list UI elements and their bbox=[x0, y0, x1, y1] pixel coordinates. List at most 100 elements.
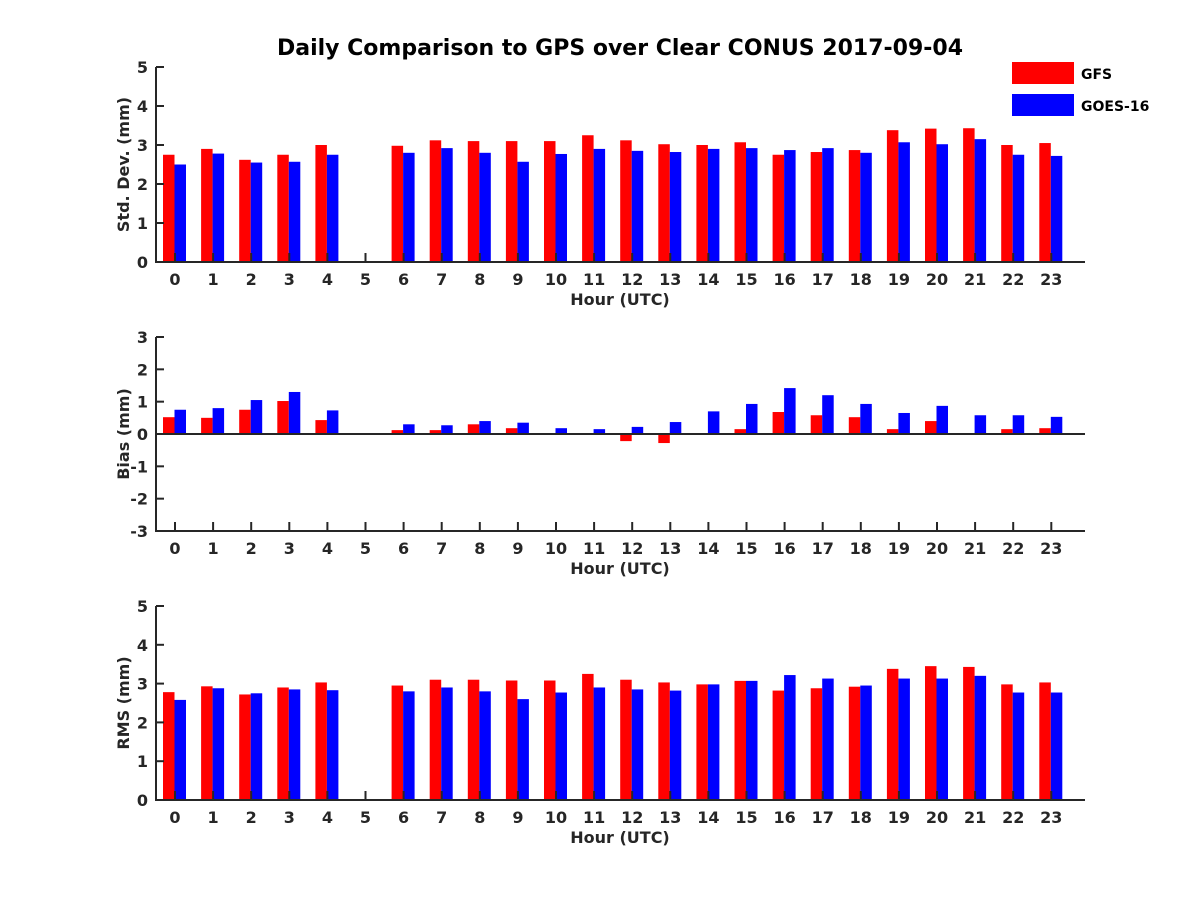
legend-swatch-gfs bbox=[1012, 62, 1074, 84]
y-tick-label-std: 4 bbox=[137, 97, 148, 116]
bar-bias-goes16-hour-6 bbox=[403, 424, 415, 434]
bar-rms-goes16-hour-6 bbox=[403, 691, 415, 800]
x-tick-label-rms: 23 bbox=[1040, 808, 1062, 827]
x-tick-label-rms: 22 bbox=[1002, 808, 1024, 827]
bar-bias-goes16-hour-2 bbox=[250, 400, 263, 434]
bar-bias-gfs-hour-17 bbox=[810, 415, 823, 434]
bar-std-goes16-hour-8 bbox=[479, 152, 491, 262]
x-tick-label-bias: 11 bbox=[583, 539, 605, 558]
bar-bias-gfs-hour-9 bbox=[505, 428, 518, 434]
bar-bias-gfs-hour-0 bbox=[163, 417, 175, 434]
bar-rms-gfs-hour-6 bbox=[391, 685, 404, 800]
bar-std-goes16-hour-2 bbox=[250, 162, 263, 262]
bar-rms-goes16-hour-4 bbox=[326, 690, 339, 800]
bar-std-gfs-hour-3 bbox=[277, 154, 289, 262]
y-tick-label-bias: 3 bbox=[137, 328, 148, 347]
bar-rms-gfs-hour-4 bbox=[315, 682, 327, 800]
x-tick-label-rms: 5 bbox=[360, 808, 371, 827]
x-tick-label-bias: 19 bbox=[888, 539, 910, 558]
x-tick-label-std: 17 bbox=[812, 270, 834, 289]
x-tick-label-bias: 3 bbox=[284, 539, 295, 558]
x-tick-label-std: 10 bbox=[545, 270, 567, 289]
bar-std-goes16-hour-4 bbox=[326, 154, 339, 262]
bar-std-gfs-hour-13 bbox=[658, 144, 670, 262]
bar-rms-goes16-hour-0 bbox=[174, 699, 186, 800]
x-tick-label-bias: 13 bbox=[659, 539, 681, 558]
y-axis-label-std: Std. Dev. (mm) bbox=[114, 97, 133, 232]
chart-title: Daily Comparison to GPS over Clear CONUS… bbox=[277, 36, 963, 61]
x-tick-label-std: 8 bbox=[474, 270, 485, 289]
bar-rms-gfs-hour-18 bbox=[848, 686, 861, 800]
bar-rms-gfs-hour-7 bbox=[429, 679, 442, 800]
bar-bias-goes16-hour-4 bbox=[326, 410, 339, 434]
bar-std-gfs-hour-21 bbox=[963, 128, 975, 262]
bar-std-goes16-hour-22 bbox=[1012, 154, 1025, 262]
x-tick-label-bias: 9 bbox=[512, 539, 523, 558]
x-tick-label-std: 12 bbox=[621, 270, 643, 289]
x-tick-label-std: 20 bbox=[926, 270, 948, 289]
x-tick-label-std: 14 bbox=[697, 270, 719, 289]
bar-std-goes16-hour-19 bbox=[898, 142, 910, 262]
x-tick-label-rms: 18 bbox=[850, 808, 872, 827]
x-tick-label-bias: 15 bbox=[735, 539, 757, 558]
bar-std-goes16-hour-12 bbox=[631, 150, 644, 262]
x-tick-label-rms: 14 bbox=[697, 808, 719, 827]
bar-std-gfs-hour-0 bbox=[163, 154, 175, 262]
bar-std-goes16-hour-17 bbox=[822, 148, 834, 262]
bar-bias-gfs-hour-16 bbox=[772, 412, 785, 434]
y-axis-label-rms: RMS (mm) bbox=[114, 656, 133, 749]
y-tick-label-bias: 1 bbox=[137, 393, 148, 412]
x-tick-label-rms: 6 bbox=[398, 808, 409, 827]
bar-rms-goes16-hour-13 bbox=[669, 690, 682, 800]
x-tick-label-bias: 2 bbox=[246, 539, 257, 558]
bar-rms-gfs-hour-21 bbox=[963, 666, 975, 800]
x-tick-label-std: 19 bbox=[888, 270, 910, 289]
x-tick-label-bias: 17 bbox=[812, 539, 834, 558]
bar-bias-gfs-hour-12 bbox=[620, 434, 632, 442]
bar-rms-goes16-hour-8 bbox=[479, 691, 491, 800]
x-tick-label-std: 9 bbox=[512, 270, 523, 289]
y-tick-label-rms: 0 bbox=[137, 791, 148, 810]
bar-bias-goes16-hour-19 bbox=[898, 412, 910, 434]
bar-std-goes16-hour-11 bbox=[593, 148, 606, 262]
bar-std-gfs-hour-19 bbox=[886, 130, 899, 262]
x-tick-label-rms: 19 bbox=[888, 808, 910, 827]
x-tick-label-rms: 1 bbox=[208, 808, 219, 827]
bar-rms-gfs-hour-10 bbox=[544, 680, 556, 800]
bar-rms-gfs-hour-15 bbox=[734, 680, 746, 800]
bar-std-gfs-hour-18 bbox=[848, 150, 861, 262]
bar-rms-gfs-hour-8 bbox=[467, 679, 480, 800]
bar-std-gfs-hour-23 bbox=[1039, 143, 1051, 262]
bar-std-goes16-hour-1 bbox=[212, 153, 225, 262]
bar-bias-gfs-hour-7 bbox=[429, 430, 442, 434]
bar-rms-goes16-hour-2 bbox=[250, 693, 263, 800]
x-tick-label-rms: 16 bbox=[773, 808, 795, 827]
x-tick-label-bias: 12 bbox=[621, 539, 643, 558]
bar-std-gfs-hour-8 bbox=[467, 141, 480, 262]
x-tick-label-rms: 3 bbox=[284, 808, 295, 827]
bar-std-gfs-hour-17 bbox=[810, 152, 823, 262]
x-tick-label-std: 3 bbox=[284, 270, 295, 289]
bar-bias-gfs-hour-1 bbox=[201, 417, 213, 434]
bar-bias-goes16-hour-11 bbox=[593, 429, 606, 434]
x-tick-label-std: 2 bbox=[246, 270, 257, 289]
bar-std-goes16-hour-9 bbox=[517, 161, 529, 262]
bar-rms-gfs-hour-20 bbox=[925, 666, 937, 800]
bar-bias-gfs-hour-2 bbox=[239, 409, 251, 434]
x-tick-label-rms: 8 bbox=[474, 808, 485, 827]
y-tick-label-bias: -3 bbox=[130, 522, 148, 541]
x-tick-label-rms: 15 bbox=[735, 808, 757, 827]
y-tick-label-std: 0 bbox=[137, 253, 148, 272]
bar-rms-goes16-hour-16 bbox=[784, 675, 796, 800]
bar-bias-goes16-hour-3 bbox=[288, 391, 301, 434]
bar-rms-gfs-hour-14 bbox=[696, 684, 708, 800]
bar-bias-goes16-hour-1 bbox=[212, 408, 225, 434]
bar-std-goes16-hour-20 bbox=[936, 144, 948, 262]
bar-bias-gfs-hour-13 bbox=[658, 434, 670, 444]
bar-rms-gfs-hour-3 bbox=[277, 687, 289, 800]
x-tick-label-bias: 8 bbox=[474, 539, 485, 558]
bar-bias-goes16-hour-7 bbox=[441, 425, 453, 434]
bar-rms-goes16-hour-17 bbox=[822, 678, 834, 800]
bar-bias-goes16-hour-20 bbox=[936, 405, 948, 434]
y-tick-label-bias: 0 bbox=[137, 425, 148, 444]
